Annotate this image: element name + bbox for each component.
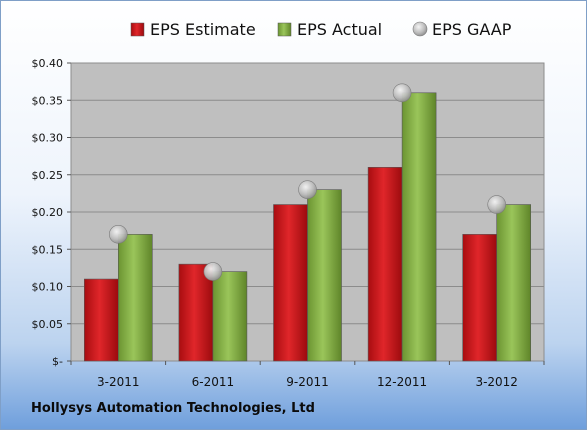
bar-eps-estimate <box>84 278 119 362</box>
bar-eps-actual <box>118 234 153 362</box>
bar-eps-estimate <box>462 234 498 362</box>
y-tick-label: $0.20 <box>32 206 64 219</box>
y-tick-label: $0.30 <box>32 132 64 145</box>
legend-swatch-eps-estimate <box>130 22 145 37</box>
company-name: Hollysys Automation Technologies, Ltd <box>31 401 315 416</box>
y-tick-label: $0.10 <box>32 281 64 294</box>
legend-swatch-eps-actual <box>277 22 292 37</box>
bar-eps-estimate <box>273 204 308 362</box>
x-category-label: 9-2011 <box>286 375 329 389</box>
bar-eps-actual <box>496 204 532 362</box>
bar-eps-actual <box>401 92 437 362</box>
y-tick-label: $0.05 <box>32 318 64 331</box>
gaap-marker <box>203 262 223 281</box>
bar-eps-estimate <box>367 167 403 362</box>
gaap-marker <box>109 225 128 244</box>
x-category-label: 3-2012 <box>475 375 518 389</box>
bar-eps-actual <box>307 189 342 362</box>
legend-label: EPS Estimate <box>150 20 256 39</box>
gaap-marker <box>392 83 412 103</box>
gaap-marker <box>487 195 507 214</box>
bar-eps-actual <box>212 271 248 362</box>
gaap-marker <box>298 180 317 199</box>
legend-label: EPS Actual <box>297 20 382 39</box>
bar-eps-estimate <box>178 263 214 362</box>
x-category-label: 3-2011 <box>97 375 140 389</box>
y-tick-label: $0.40 <box>32 57 64 70</box>
legend-label: EPS GAAP <box>432 20 512 39</box>
y-tick-label: $0.15 <box>32 243 64 256</box>
y-tick-label: $0.35 <box>32 94 64 107</box>
y-tick-label: $0.25 <box>32 169 64 182</box>
x-category-label: 12-2011 <box>377 375 427 389</box>
y-tick-label: $- <box>52 355 63 368</box>
legend-swatch-eps-gaap <box>412 21 428 37</box>
x-category-label: 6-2011 <box>192 375 235 389</box>
